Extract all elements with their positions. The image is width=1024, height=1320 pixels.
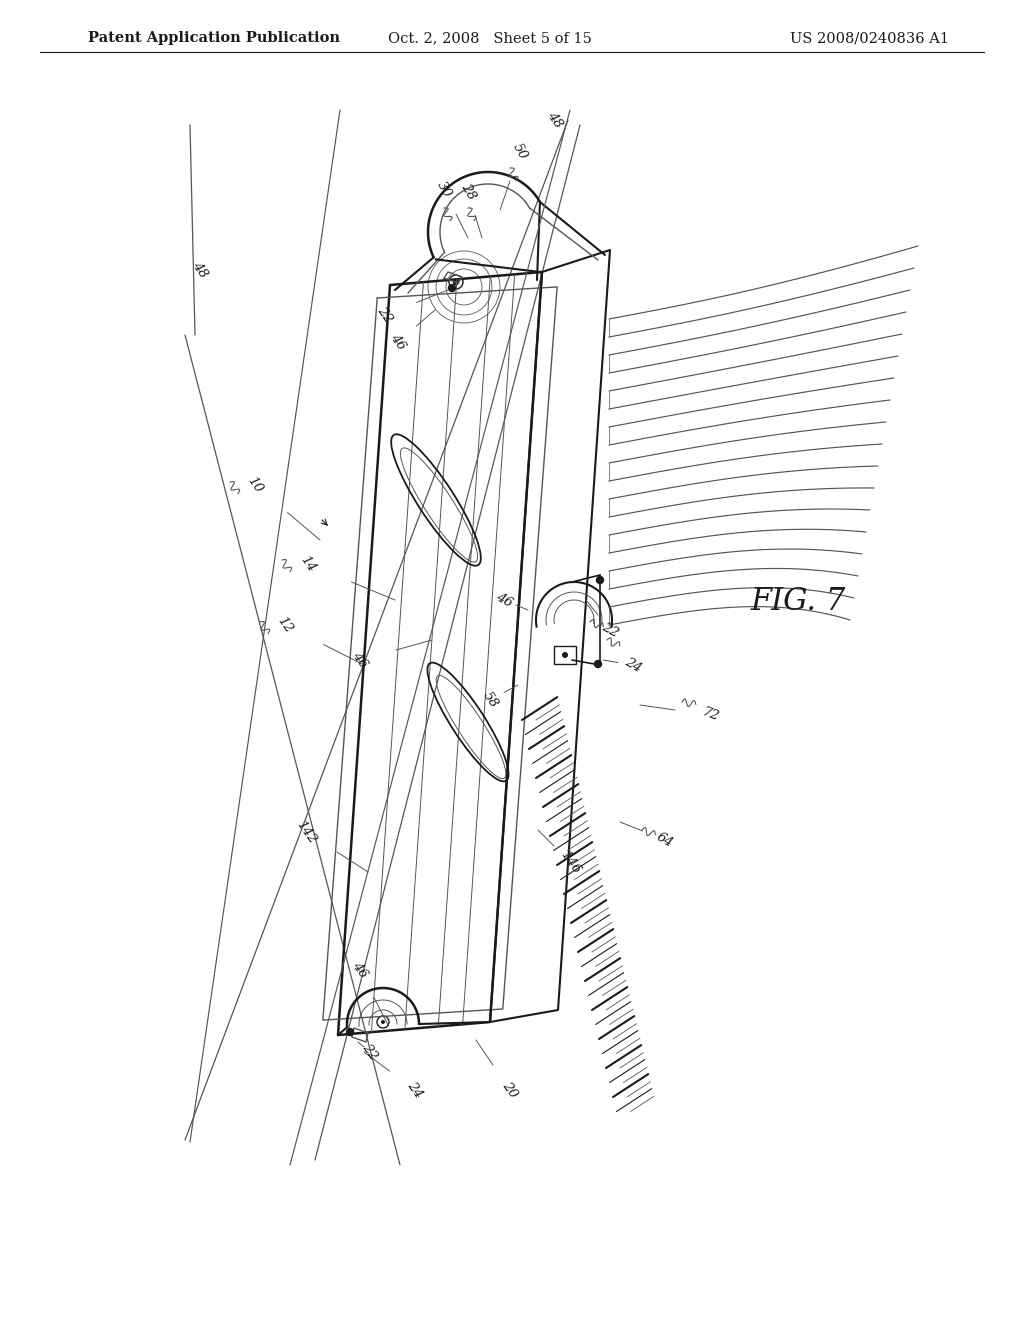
Text: 22: 22 [375,305,395,326]
Text: 10: 10 [245,474,265,495]
Text: 48: 48 [189,260,210,281]
Text: 46: 46 [388,331,409,352]
Text: 22: 22 [359,1041,380,1063]
Circle shape [449,285,456,292]
Text: 146: 146 [557,847,583,876]
Circle shape [381,1020,385,1024]
Circle shape [597,577,603,583]
Text: 46: 46 [350,649,370,671]
Text: 28: 28 [458,181,478,202]
Text: US 2008/0240836 A1: US 2008/0240836 A1 [791,30,949,45]
Text: 50: 50 [510,141,529,162]
Circle shape [454,280,459,285]
Text: 46: 46 [494,590,514,610]
Circle shape [562,652,568,657]
Text: 72: 72 [700,706,720,723]
Text: 20: 20 [500,1080,520,1101]
Text: Patent Application Publication: Patent Application Publication [88,30,340,45]
Text: 12: 12 [274,614,295,636]
Text: 22: 22 [599,620,621,640]
Bar [554,645,575,664]
Text: FIG. 7: FIG. 7 [751,586,846,618]
Circle shape [346,1028,353,1035]
Text: 142: 142 [294,818,318,846]
Text: Oct. 2, 2008   Sheet 5 of 15: Oct. 2, 2008 Sheet 5 of 15 [388,30,592,45]
Text: 30: 30 [434,180,454,201]
Text: 24: 24 [404,1080,425,1101]
Text: 14: 14 [298,553,318,574]
Text: 24: 24 [623,655,643,675]
Text: 64: 64 [654,830,676,850]
Text: 48: 48 [545,110,565,131]
Text: 58: 58 [480,689,500,710]
Text: 46: 46 [350,960,370,981]
Circle shape [595,660,601,668]
